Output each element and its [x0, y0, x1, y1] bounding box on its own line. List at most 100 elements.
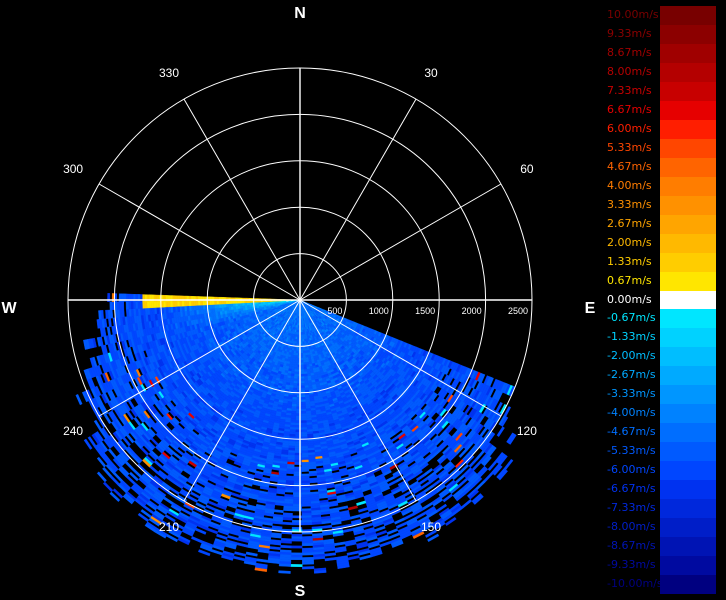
velocity-cell [301, 434, 308, 438]
velocity-cell [300, 406, 306, 410]
velocity-cell [224, 509, 236, 516]
velocity-cell [492, 465, 503, 476]
velocity-cell [303, 364, 307, 368]
velocity-cell [301, 464, 309, 468]
velocity-cell [283, 507, 293, 512]
velocity-cell [308, 472, 318, 477]
velocity-cell [300, 385, 305, 389]
velocity-cell [303, 362, 307, 366]
velocity-cell [390, 435, 399, 443]
velocity-cell [300, 378, 305, 382]
velocity-cell [293, 373, 298, 377]
velocity-cell [301, 457, 309, 461]
velocity-cell [291, 396, 297, 400]
velocity-cell [234, 551, 247, 557]
velocity-cell [300, 422, 307, 426]
velocity-cell [321, 524, 333, 529]
velocity-cell [333, 541, 346, 547]
velocity-cell [302, 352, 306, 356]
velocity-cell [291, 401, 297, 405]
velocity-cell [301, 475, 310, 479]
velocity-cell [230, 492, 241, 498]
velocity-cell [149, 465, 159, 474]
velocity-cell [124, 461, 135, 471]
velocity-cell [342, 528, 354, 533]
velocity-cell [302, 561, 315, 565]
velocity-cell [301, 448, 309, 452]
velocity-cell [300, 348, 303, 352]
velocity-cells [75, 293, 517, 574]
velocity-cell [301, 498, 311, 503]
velocity-cell [308, 466, 317, 470]
velocity-cell [304, 385, 309, 389]
velocity-cell [290, 552, 303, 556]
velocity-cell [294, 359, 299, 363]
velocity-cell [291, 536, 303, 540]
velocity-cell [303, 369, 308, 373]
velocity-cell [347, 505, 358, 511]
velocity-cell [292, 385, 298, 389]
velocity-cell [356, 500, 367, 506]
velocity-cell [379, 540, 392, 548]
velocity-cell [269, 546, 281, 551]
velocity-cell [300, 424, 307, 428]
velocity-cell [300, 373, 305, 377]
velocity-cell [324, 557, 337, 562]
velocity-cell [240, 526, 252, 532]
velocity-cell [302, 566, 315, 570]
velocity-cell [300, 355, 304, 359]
velocity-cell [284, 489, 294, 493]
velocity-cell [300, 408, 307, 412]
velocity-cell [280, 540, 292, 544]
velocity-cell [375, 530, 388, 537]
velocity-cell [286, 470, 295, 475]
velocity-cell [290, 554, 303, 558]
velocity-cell [300, 371, 305, 375]
velocity-cell [293, 376, 298, 380]
velocity-cell [300, 417, 307, 421]
velocity-cell [303, 366, 307, 370]
velocity-cell [349, 514, 361, 520]
velocity-cell [300, 353, 304, 356]
velocity-cell [293, 371, 298, 375]
velocity-cell [483, 472, 494, 483]
velocity-cell [301, 503, 312, 507]
velocity-cell [358, 507, 369, 513]
velocity-cell [302, 357, 307, 361]
velocity-cell [278, 570, 291, 574]
velocity-cell [324, 552, 337, 557]
velocity-cell [294, 364, 298, 368]
velocity-cell [238, 499, 248, 505]
velocity-cell [216, 533, 228, 540]
velocity-cell [300, 369, 305, 373]
velocity-cell [291, 538, 303, 542]
velocity-cell [311, 521, 322, 525]
velocity-cell [309, 479, 318, 484]
velocity-cell [294, 362, 299, 366]
velocity-cell [301, 459, 309, 463]
velocity-cell [301, 473, 310, 477]
velocity-cell [300, 376, 305, 380]
velocity-cell [291, 533, 303, 537]
velocity-cell [301, 431, 308, 435]
velocity-cell [282, 521, 293, 526]
velocity-cell [295, 355, 299, 359]
velocity-cell [301, 461, 309, 465]
velocity-cell [300, 420, 307, 424]
velocity-cell [107, 448, 117, 459]
velocity-cell [280, 544, 292, 549]
velocity-cell [374, 525, 386, 532]
velocity-cell [300, 359, 304, 363]
velocity-cell [302, 359, 307, 363]
velocity-cell [301, 450, 309, 454]
velocity-cell [102, 481, 114, 493]
velocity-cell [282, 517, 293, 521]
velocity-cell [137, 463, 147, 473]
velocity-cell [300, 350, 304, 354]
velocity-cell [300, 410, 307, 414]
velocity-cell [210, 549, 223, 556]
velocity-cell [292, 359, 296, 363]
velocity-cell [227, 534, 239, 541]
velocity-cell [290, 415, 297, 419]
velocity-cell [300, 404, 306, 407]
